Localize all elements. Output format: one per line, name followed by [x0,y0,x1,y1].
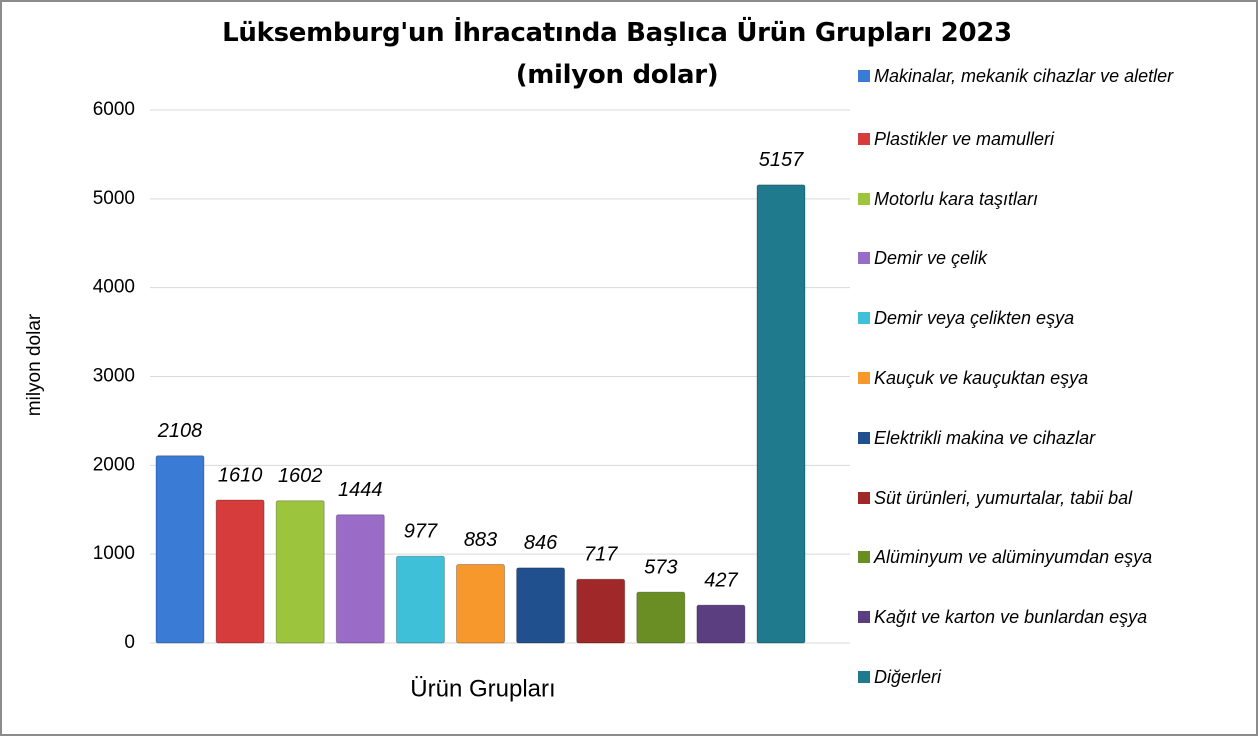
legend-swatch [858,372,870,384]
data-label: 2108 [157,420,203,442]
data-label: 427 [704,569,738,591]
legend-item: Demir veya çelikten eşya [858,304,1238,332]
legend-label: Süt ürünleri, yumurtalar, tabii bal [874,488,1133,508]
y-tick-label: 3000 [93,366,135,387]
legend-swatch [858,611,870,623]
legend-swatch [858,671,870,683]
legend-swatch [858,492,870,504]
legend-swatch [858,133,870,145]
data-label: 1610 [218,464,263,486]
bar [696,604,746,644]
data-label: 5157 [759,149,804,171]
legend-item: Kauçuk ve kauçuktan eşya [858,364,1238,392]
legend-label: Kağıt ve karton ve bunlardan eşya [874,607,1148,627]
legend-label: Motorlu kara taşıtları [874,189,1039,209]
legend-label: Alüminyum ve alüminyumdan eşya [874,547,1153,567]
legend-item: Diğerleri [858,663,1238,691]
legend-label: Plastikler ve mamulleri [874,129,1055,149]
legend-swatch [858,551,870,563]
legend-label: Elektrikli makina ve cihazlar [874,428,1096,448]
legend-swatch [858,252,870,264]
legend-item: Kağıt ve karton ve bunlardan eşya [858,603,1238,631]
bar [215,499,265,644]
data-label: 1444 [338,479,383,501]
bar [576,578,626,644]
legend-swatch [858,193,870,205]
legend-item: Demir ve çelik [858,244,1238,272]
data-label: 846 [524,532,558,554]
legend-swatch [858,312,870,324]
bar [456,564,505,644]
bar [516,567,566,644]
legend-label: Demir veya çelikten eşya [874,308,1075,328]
legend-label: Kauçuk ve kauçuktan eşya [874,368,1089,388]
data-label: 883 [464,529,497,551]
y-axis-label: milyon dolar [24,313,45,416]
bar [395,555,445,644]
y-tick-label: 0 [124,632,135,653]
legend-item: Plastikler ve mamulleri [858,125,1238,153]
data-label: 573 [644,556,677,578]
bar [275,500,325,644]
legend-item: Süt ürünleri, yumurtalar, tabii bal [858,484,1238,512]
y-tick-label: 2000 [93,454,135,475]
legend-label: Diğerleri [874,667,942,687]
bar [155,455,205,644]
legend-item: Motorlu kara taşıtları [858,185,1238,213]
y-tick-label: 5000 [93,188,135,209]
bar [756,184,806,644]
legend-swatch [858,432,870,444]
y-tick-label: 6000 [93,99,135,120]
data-label: 1602 [278,465,323,487]
legend-label: Makinalar, mekanik cihazlar ve aletler [874,66,1174,86]
data-label: 977 [404,520,438,542]
legend-swatch [858,70,870,82]
y-tick-label: 1000 [93,543,135,564]
chart-title: Lüksemburg'un İhracatında Başlıca Ürün G… [222,18,1012,90]
bar [636,591,686,644]
legend-label: Demir ve çelik [874,248,988,268]
legend-item: Elektrikli makina ve cihazlar [858,424,1238,452]
legend-item: Makinalar, mekanik cihazlar ve aletler [858,62,1238,90]
data-label: 717 [584,544,618,566]
x-axis-label: Ürün Grupları [410,675,555,702]
bar [335,514,385,644]
legend-item: Alüminyum ve alüminyumdan eşya [858,543,1238,571]
y-tick-label: 4000 [93,277,135,298]
